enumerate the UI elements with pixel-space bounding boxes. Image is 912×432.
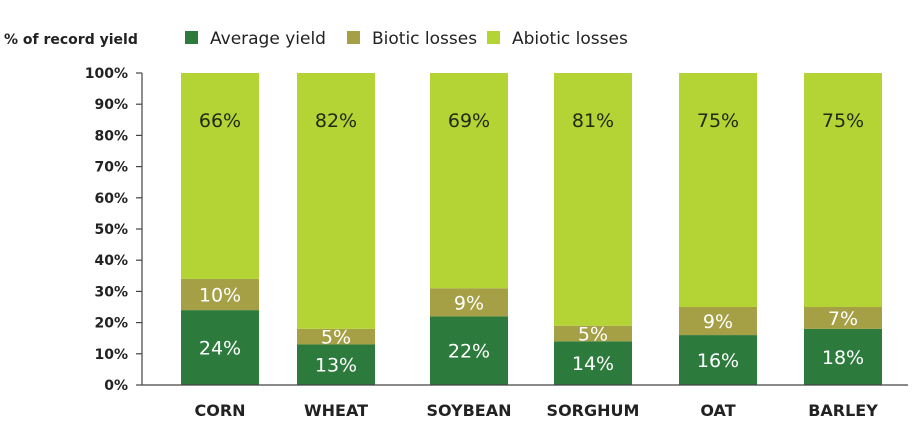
bar-segment <box>554 341 632 385</box>
data-label: 75% <box>822 110 864 132</box>
x-tick-label: OAT <box>700 401 735 420</box>
data-label: 75% <box>697 110 739 132</box>
data-label: 22% <box>448 341 490 363</box>
y-tick-label: 100% <box>85 66 128 82</box>
y-axis: 0% 10% 20% 30% 40% 50% 60% 70% 80% 90% 100% <box>85 66 143 394</box>
x-axis: CORN WHEAT SOYBEAN SORGHUM OAT BARLEY <box>142 384 908 420</box>
bars: 24% 10% 66% 13% 5% 82% 22% 9% 69% 14% 5% 81% 16% 9% 75… <box>181 73 882 385</box>
y-tick-label: 30% <box>94 284 128 300</box>
bar-segment <box>297 73 375 329</box>
data-label: 10% <box>199 285 241 307</box>
y-tick-label: 40% <box>94 253 128 269</box>
data-label: 9% <box>703 311 733 333</box>
data-label: 24% <box>199 338 241 360</box>
y-tick-label: 10% <box>94 347 128 363</box>
y-tick-label: 90% <box>94 97 128 113</box>
x-tick-label: SORGHUM <box>547 401 640 420</box>
y-tick-label: 20% <box>94 316 128 332</box>
data-label: 14% <box>572 353 614 375</box>
x-tick-label: SOYBEAN <box>426 401 511 420</box>
data-label: 5% <box>578 324 608 346</box>
bar-segment <box>181 73 259 279</box>
bar-segment <box>679 73 757 307</box>
bar-segment <box>181 278 259 311</box>
bar-segment <box>804 73 882 307</box>
y-tick-label: 60% <box>94 191 128 207</box>
x-tick-label: BARLEY <box>808 401 878 420</box>
data-label: 9% <box>454 292 484 314</box>
bar-segment <box>679 307 757 336</box>
x-tick-label: CORN <box>194 401 245 420</box>
bar-segment <box>181 310 259 385</box>
y-tick-label: 50% <box>94 222 128 238</box>
data-label: 5% <box>321 327 351 349</box>
data-label: 69% <box>448 110 490 132</box>
bar-segment <box>804 328 882 385</box>
x-tick-label: WHEAT <box>304 401 368 420</box>
legend-swatch <box>487 31 500 44</box>
legend-label: Biotic losses <box>372 29 477 49</box>
data-label: 66% <box>199 110 241 132</box>
data-label: 13% <box>315 355 357 377</box>
bar-segment <box>804 307 882 329</box>
y-tick-label: 0% <box>104 378 128 394</box>
legend-swatch <box>347 31 360 44</box>
data-label: 16% <box>697 350 739 372</box>
bar-segment <box>679 335 757 385</box>
data-label: 18% <box>822 347 864 369</box>
bar-segment <box>297 344 375 385</box>
legend-label: Average yield <box>210 29 326 49</box>
bar-segment <box>430 73 508 289</box>
data-label: 81% <box>572 110 614 132</box>
legend: Average yield Biotic losses Abiotic losses <box>185 29 628 49</box>
bar-segment <box>430 316 508 385</box>
y-tick-label: 80% <box>94 128 128 144</box>
y-axis-label: % of record yield <box>4 32 138 48</box>
y-tick-label: 70% <box>94 160 128 176</box>
bar-segment <box>430 288 508 317</box>
legend-label: Abiotic losses <box>512 29 628 49</box>
bar-segment <box>297 328 375 345</box>
bar-segment <box>554 73 632 326</box>
data-label: 7% <box>828 308 858 330</box>
legend-swatch <box>185 31 198 44</box>
data-label: 82% <box>315 110 357 132</box>
bar-segment <box>554 325 632 342</box>
